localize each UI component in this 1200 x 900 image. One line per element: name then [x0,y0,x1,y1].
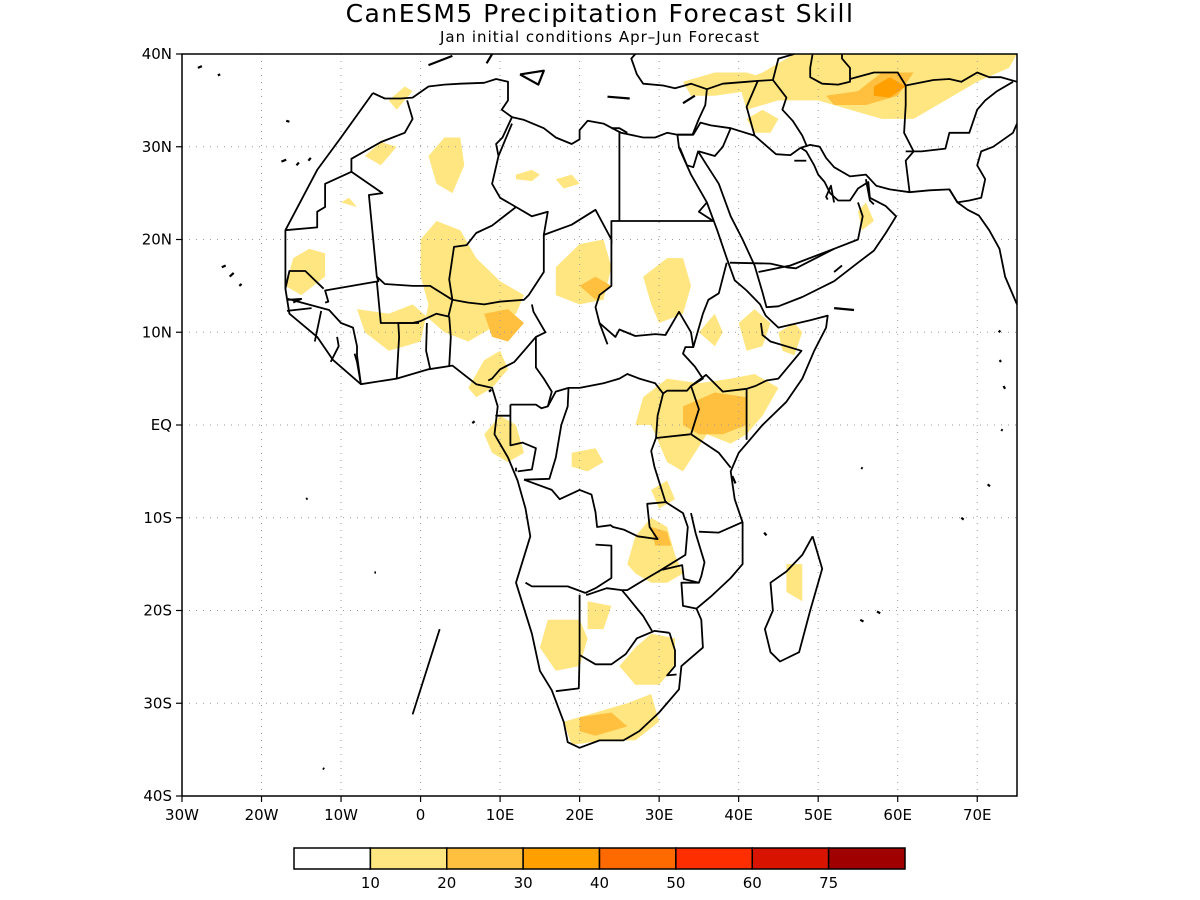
colorbar-label: 40 [590,874,609,892]
lon-tick-label: 60E [883,806,912,824]
skill-region-19 [786,564,803,602]
lon-tick-label: 10W [324,806,358,824]
colorbar-swatch [598,847,677,870]
skill-region-3 [516,169,540,182]
skill-region-0 [364,142,397,166]
colorbar-label: 20 [437,874,456,892]
skill-region-32 [651,527,672,546]
lat-tick-label: 40N [142,45,172,63]
colorbar: 10 20 30 40 50 60 75 [293,847,906,892]
skill-region-33 [579,712,628,736]
lat-tick-label: 30S [143,694,172,712]
lon-tick-label: 10E [486,806,515,824]
colorbar-swatch [369,847,448,870]
lon-tick-label: 30W [165,806,199,824]
colorbar-swatch [522,847,601,870]
grid-lines [182,54,1017,796]
coastlines [197,54,1017,771]
skill-region-28 [579,276,612,300]
colorbar-swatch [675,847,753,870]
skill-region-1 [428,137,465,194]
lon-tick-label: 40E [724,806,753,824]
map-subtitle: Jan initial conditions Apr–Jun Forecast [440,28,760,46]
skill-region-8 [555,239,612,305]
lat-tick-label: 10S [143,509,172,527]
skill-region-12 [778,323,803,356]
lon-tick-label: 30E [645,806,674,824]
skill-region-22 [619,633,675,685]
skill-region-30 [683,392,747,435]
skill-region-5 [341,197,357,207]
skill-region-16 [468,350,508,398]
skill-region-11 [738,309,771,351]
lon-tick-label: 20E [565,806,594,824]
map-frame [181,53,1018,797]
skill-region-9 [643,258,691,323]
colorbar-label: 50 [666,874,685,892]
colorbar-label: 30 [514,874,533,892]
skill-region-10 [698,313,723,347]
lat-tick-label: 30N [142,138,172,156]
lat-tick-label: 10N [142,323,172,341]
colorbar-label: 75 [819,874,838,892]
skill-region-14 [571,448,604,472]
skill-region-15 [484,415,524,463]
skill-region-21 [587,601,612,630]
colorbar-swatch [446,847,524,870]
lat-tick-label: 20N [142,231,172,249]
lat-tick-label: 20S [143,602,172,620]
colorbar-label: 10 [361,874,380,892]
skill-region-4 [555,174,580,189]
skill-region-27 [746,109,779,133]
skill-region-18 [627,517,683,583]
skill-region-20 [539,619,588,671]
lat-tick-label: EQ [151,416,172,434]
colorbar-swatch [827,847,906,870]
colorbar-swatch [293,847,372,870]
map-title: CanESM5 Precipitation Forecast Skill [345,0,855,28]
lat-tick-label: 40S [143,787,172,805]
colorbar-swatch [751,847,830,870]
lon-tick-label: 70E [963,806,992,824]
skill-region-7 [357,221,524,351]
skill-region-29 [484,309,524,342]
colorbar-label: 60 [743,874,762,892]
lon-tick-label: 50E [804,806,833,824]
lon-tick-label: 20W [245,806,279,824]
lon-tick-label: 0 [416,806,426,824]
